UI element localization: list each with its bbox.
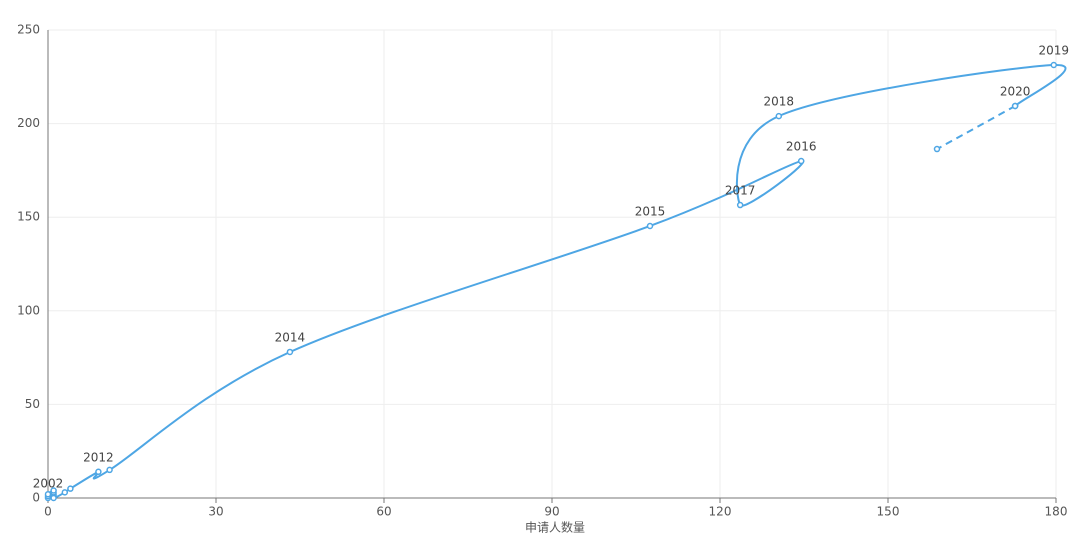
- data-label: 2019: [1038, 44, 1069, 58]
- x-axis-title: 申请人数量: [525, 520, 585, 535]
- data-label: 2002: [33, 477, 64, 491]
- data-point: [67, 485, 74, 492]
- series-line: [936, 105, 1016, 150]
- data-point: [646, 222, 654, 230]
- x-tick-label: 120: [709, 505, 732, 519]
- data-point: [775, 112, 783, 120]
- series-line: [46, 64, 1067, 500]
- x-tick-label: 180: [1045, 505, 1068, 519]
- data-point: [106, 466, 113, 474]
- data-label: 2017: [725, 184, 756, 198]
- data-point: [61, 489, 69, 496]
- y-tick-label: 100: [17, 303, 40, 317]
- y-tick-label: 0: [32, 491, 40, 505]
- data-point: [50, 494, 57, 502]
- data-label: 2014: [275, 330, 306, 344]
- data-label: 2020: [1000, 85, 1031, 99]
- x-tick-label: 0: [44, 505, 52, 519]
- data-label: 2016: [786, 140, 817, 154]
- y-tick-label: 150: [17, 210, 40, 224]
- data-label: 2012: [83, 450, 114, 464]
- x-tick-label: 90: [544, 505, 559, 519]
- y-tick-label: 250: [17, 23, 40, 37]
- data-point: [95, 468, 102, 476]
- data-point: [933, 145, 941, 153]
- data-point: [44, 491, 52, 498]
- data-point: [1050, 61, 1058, 69]
- y-tick-label: 50: [25, 397, 40, 411]
- y-tick-label: 200: [17, 116, 40, 130]
- data-point: [1011, 102, 1019, 110]
- data-point: [797, 157, 805, 165]
- x-tick-label: 30: [208, 505, 223, 519]
- data-point: [736, 201, 744, 209]
- x-tick-label: 60: [376, 505, 391, 519]
- data-label: 2018: [764, 95, 795, 109]
- data-point: [286, 348, 294, 356]
- data-point: [50, 487, 57, 494]
- data-label: 2015: [635, 204, 666, 218]
- x-tick-label: 150: [877, 505, 900, 519]
